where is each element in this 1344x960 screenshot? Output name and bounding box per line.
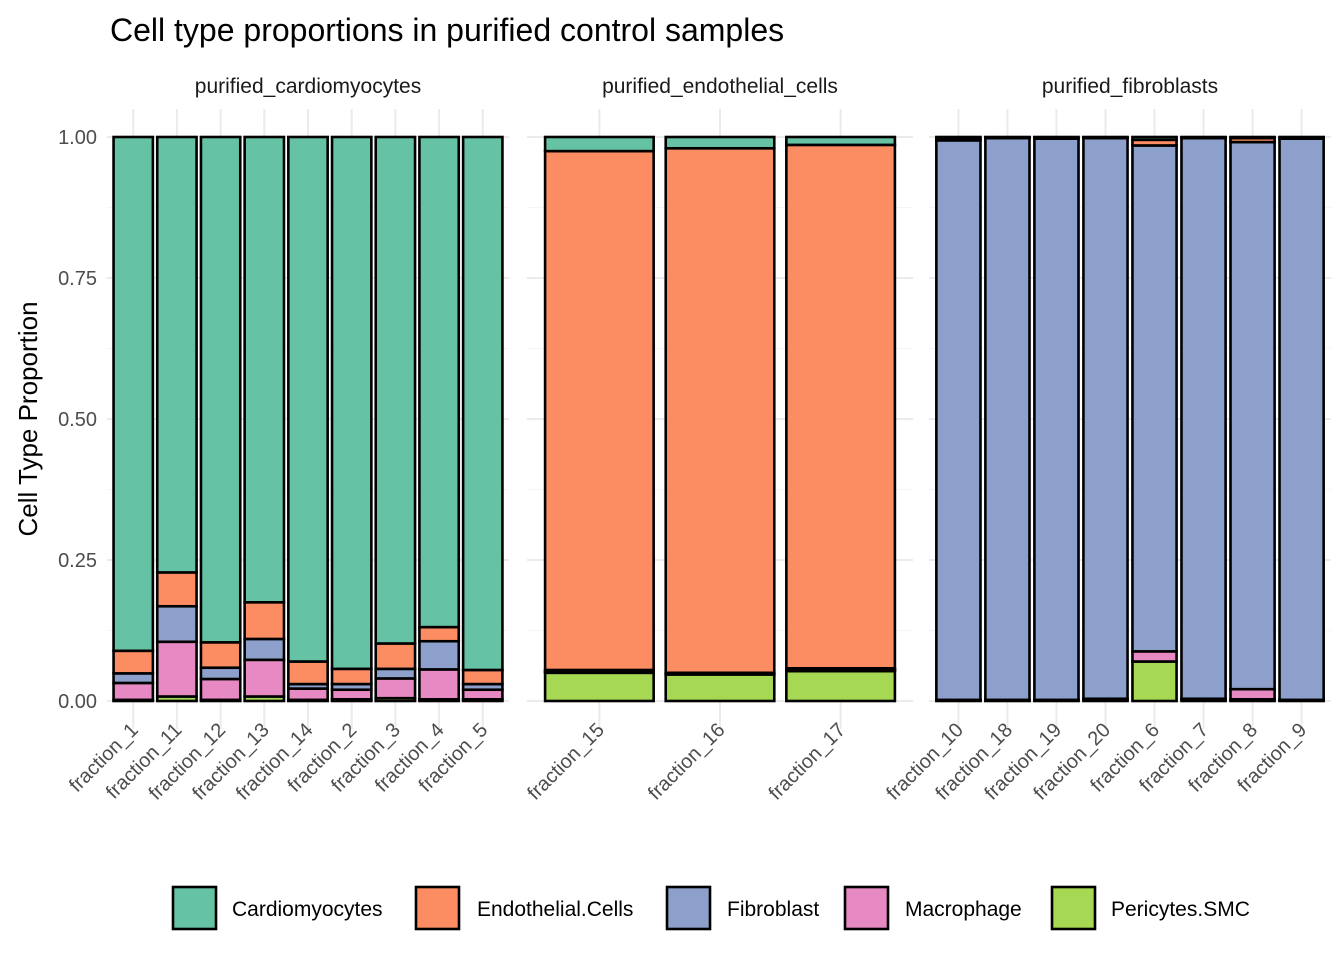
legend-key (173, 887, 216, 929)
bar-segment-fibroblast (114, 673, 153, 683)
bar-segment-endothelial-cells (157, 572, 196, 606)
stacked-bar-chart: Cell type proportions in purified contro… (0, 0, 1344, 960)
bar-segment-cardiomyocytes (245, 137, 284, 602)
x-tick-label: fraction_17 (765, 719, 851, 805)
bar-segment-endothelial-cells (419, 627, 458, 641)
facet-strip-label: purified_fibroblasts (1042, 75, 1218, 98)
bar-segment-cardiomyocytes (1181, 137, 1225, 138)
bar-segment-endothelial-cells (376, 643, 415, 668)
y-tick-label: 1.00 (58, 127, 97, 149)
legend-key (1052, 887, 1095, 929)
bar-segment-cardiomyocytes (114, 137, 153, 651)
bar-segment-cardiomyocytes (985, 137, 1029, 138)
bar-segment-cardiomyocytes (332, 137, 371, 669)
legend-label: Fibroblast (727, 898, 819, 921)
legend-item-cardiomyocytes: Cardiomyocytes (173, 887, 383, 929)
bar-segment-cardiomyocytes (288, 137, 327, 662)
legend-label: Endothelial.Cells (477, 898, 633, 921)
bar-segment-fibroblast (1083, 138, 1127, 699)
bar-segment-macrophage (201, 679, 240, 700)
bar-segment-cardiomyocytes (545, 137, 654, 151)
facet-panel-3: purified_fibroblastsfraction_10fraction_… (882, 75, 1331, 805)
bar-segment-endothelial-cells (463, 670, 502, 684)
legend-label: Cardiomyocytes (232, 898, 383, 921)
bar-segment-fibroblast (936, 140, 980, 699)
bar-segment-macrophage (463, 690, 502, 700)
bar-segment-endothelial-cells (545, 151, 654, 670)
bar-segment-pericytes-smc (666, 674, 775, 701)
bar-segment-cardiomyocytes (1280, 137, 1324, 138)
bar-segment-cardiomyocytes (1034, 137, 1078, 138)
bar-segment-macrophage (288, 689, 327, 700)
legend-key (416, 887, 459, 929)
bar-segment-cardiomyocytes (936, 137, 980, 139)
legend-item-pericytes-smc: Pericytes.SMC (1052, 887, 1250, 929)
facet-strip-label: purified_cardiomyocytes (195, 75, 421, 98)
x-tick-label: fraction_15 (523, 719, 609, 805)
y-tick-label: 0.00 (58, 691, 97, 713)
bar-segment-cardiomyocytes (1083, 137, 1127, 138)
legend-item-macrophage: Macrophage (845, 887, 1022, 929)
bar-segment-fibroblast (376, 669, 415, 679)
bar-segment-cardiomyocytes (786, 137, 895, 145)
y-tick-label: 0.50 (58, 409, 97, 431)
bar-segment-endothelial-cells (245, 602, 284, 639)
facet-strip-label: purified_endothelial_cells (602, 75, 838, 98)
legend-item-fibroblast: Fibroblast (667, 887, 819, 929)
y-axis-label: Cell Type Proportion (13, 301, 43, 536)
bar-segment-macrophage (114, 683, 153, 700)
bar-segment-pericytes-smc (1132, 662, 1176, 701)
bar-segment-endothelial-cells (332, 669, 371, 684)
x-tick-label: fraction_16 (644, 719, 730, 805)
bar-segment-pericytes-smc (786, 671, 895, 701)
bar-segment-macrophage (332, 690, 371, 700)
bar-segment-cardiomyocytes (201, 137, 240, 642)
y-tick-label: 0.25 (58, 550, 97, 572)
bar-segment-macrophage (157, 642, 196, 697)
legend-key (667, 887, 710, 929)
bar-segment-cardiomyocytes (419, 137, 458, 627)
bar-segment-fibroblast (985, 138, 1029, 700)
bar-segment-fibroblast (157, 606, 196, 642)
facet-panel-2: purified_endothelial_cells fraction_15 fra… (523, 75, 913, 805)
legend-key (845, 887, 888, 929)
bar-segment-cardiomyocytes (1132, 137, 1176, 140)
y-tick-label: 0.75 (58, 268, 97, 290)
bar-segment-endothelial-cells (288, 662, 327, 685)
bar-segment-endothelial-cells (786, 145, 895, 668)
bar-segment-macrophage (376, 678, 415, 698)
plot-area: purified_cardiomyocytesfraction_1fractio… (58, 75, 1331, 805)
bar-segment-fibroblast (1181, 138, 1225, 699)
facet-panel-1: purified_cardiomyocytesfraction_1fractio… (65, 75, 509, 805)
bar-segment-macrophage (1132, 651, 1176, 661)
bar-segment-fibroblast (419, 641, 458, 669)
bar-segment-fibroblast (201, 668, 240, 679)
bar-segment-cardiomyocytes (463, 137, 502, 670)
bar-segment-cardiomyocytes (376, 137, 415, 643)
bar-segment-macrophage (419, 669, 458, 699)
bar-segment-cardiomyocytes (1231, 137, 1275, 138)
bar-segment-fibroblast (1034, 139, 1078, 700)
bar-segment-endothelial-cells (201, 642, 240, 667)
legend-item-endothelial-cells: Endothelial.Cells (416, 887, 633, 929)
bar-segment-cardiomyocytes (157, 137, 196, 572)
legend-label: Macrophage (905, 898, 1022, 921)
bar-segment-macrophage (1231, 689, 1275, 699)
bar-segment-fibroblast (1231, 142, 1275, 689)
bar-segment-fibroblast (1280, 139, 1324, 700)
bar-segment-endothelial-cells (114, 651, 153, 674)
legend-label: Pericytes.SMC (1111, 898, 1250, 921)
legend: Cardiomyocytes Endothelial.Cells Fibroblas… (173, 887, 1250, 929)
bar-segment-pericytes-smc (545, 673, 654, 701)
chart-title: Cell type proportions in purified contro… (110, 12, 784, 48)
bar-segment-macrophage (245, 660, 284, 697)
bar-segment-fibroblast (1132, 145, 1176, 651)
bar-segment-fibroblast (245, 639, 284, 660)
bar-segment-cardiomyocytes (666, 137, 775, 148)
bar-segment-endothelial-cells (666, 148, 775, 673)
